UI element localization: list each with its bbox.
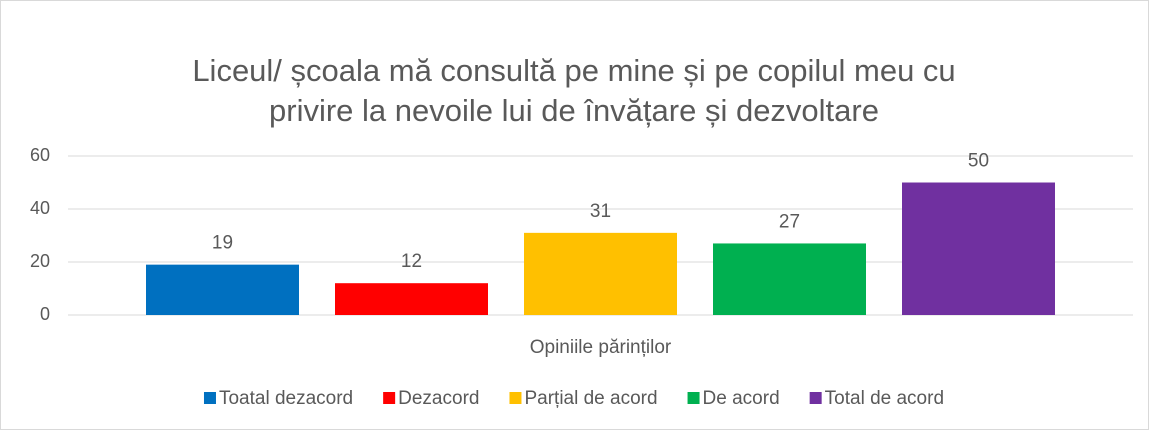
value-label: 50 [968,151,989,172]
bar [902,182,1055,315]
x-tick-label: Opiniile părinților [530,337,672,358]
y-tick-label: 0 [40,304,50,324]
legend-swatch [809,392,822,404]
bar [146,264,299,315]
value-label: 12 [401,251,422,272]
y-tick-label: 20 [30,251,50,271]
bar [524,232,677,315]
legend-label: Total de acord [825,388,944,409]
bar [335,283,488,315]
bar [713,243,866,315]
legend-swatch [687,392,700,404]
legend-label: Dezacord [398,388,479,409]
y-tick-label: 60 [30,145,50,165]
value-label: 27 [779,211,800,232]
legend-label: Toatal dezacord [219,388,353,409]
legend-label: De acord [703,388,780,409]
value-label: 19 [212,233,233,254]
legend-swatch [509,392,522,404]
legend-swatch [383,392,396,404]
legend-label: Parțial de acord [524,388,657,409]
value-label: 31 [590,201,611,222]
chart-title: privire la nevoile lui de învățare și de… [269,93,879,128]
legend-swatch [203,392,216,404]
y-tick-label: 40 [30,198,50,218]
chart-title: Liceul/ școala mă consultă pe mine și pe… [192,53,955,88]
